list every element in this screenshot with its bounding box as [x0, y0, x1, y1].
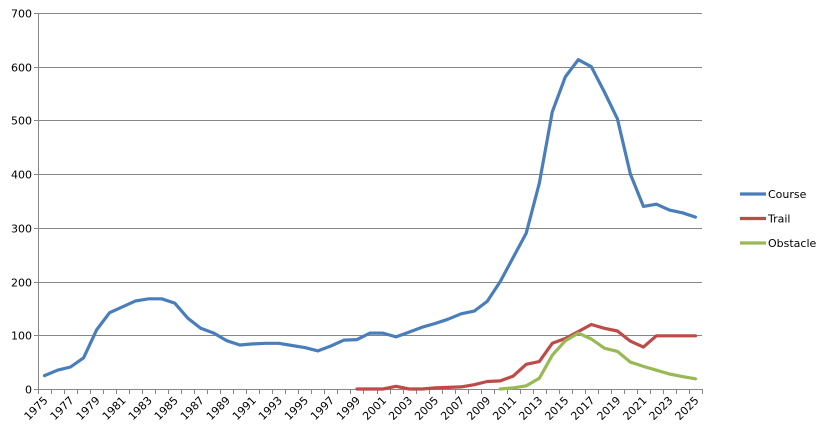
x-tick-label: 1975 [22, 394, 51, 423]
series-lines [42, 58, 698, 391]
x-tick-label: 2023 [647, 394, 676, 423]
y-tick-label: 600 [11, 62, 32, 75]
x-tick-label: 1985 [152, 394, 181, 423]
series-line-trail [355, 322, 698, 391]
x-tick-label: 2017 [568, 394, 597, 423]
legend-label-course: Course [768, 188, 807, 201]
x-tick-label: 1989 [204, 394, 233, 423]
x-tick-label: 2013 [516, 394, 545, 423]
y-tick-label: 500 [11, 115, 32, 128]
x-tick-label: 2005 [412, 394, 441, 423]
legend-label-obstacle: Obstacle [768, 237, 817, 250]
x-axis: 1975197719791981198319851987198919911993… [22, 389, 703, 423]
x-tick-label: 1991 [230, 394, 259, 423]
x-tick-label: 1983 [126, 394, 155, 423]
x-tick-label: 2011 [490, 394, 519, 423]
x-tick-label: 2015 [542, 394, 571, 423]
y-tick-label: 400 [11, 169, 32, 182]
x-tick-label: 1987 [178, 394, 207, 423]
legend-label-trail: Trail [767, 213, 790, 226]
x-tick-label: 1979 [74, 394, 103, 423]
x-tick-label: 2025 [673, 394, 702, 423]
x-tick-label: 2019 [595, 394, 624, 423]
x-tick-label: 1993 [256, 394, 285, 423]
y-tick-label: 0 [25, 384, 32, 397]
y-tick-label: 200 [11, 277, 32, 290]
x-tick-label: 1995 [282, 394, 311, 423]
x-tick-label: 2003 [386, 394, 415, 423]
x-tick-label: 1999 [334, 394, 363, 423]
y-axis: 0 100 200 300 400 500 600 700 [11, 8, 39, 397]
legend: Course Trail Obstacle [740, 188, 817, 250]
x-tick-label: 1977 [48, 394, 77, 423]
series-line-course [42, 58, 698, 378]
x-tick-label: 2007 [438, 394, 467, 423]
gridlines [38, 13, 702, 336]
x-tick-label: 2021 [621, 394, 650, 423]
series-line-obstacle [498, 331, 698, 391]
y-tick-label: 700 [11, 8, 32, 21]
y-tick-label: 100 [11, 330, 32, 343]
y-tick-label: 300 [11, 223, 32, 236]
x-tick-label: 2009 [464, 394, 493, 423]
x-tick-label: 2001 [360, 394, 389, 423]
x-tick-label: 1981 [100, 394, 129, 423]
x-tick-label: 1997 [308, 394, 337, 423]
